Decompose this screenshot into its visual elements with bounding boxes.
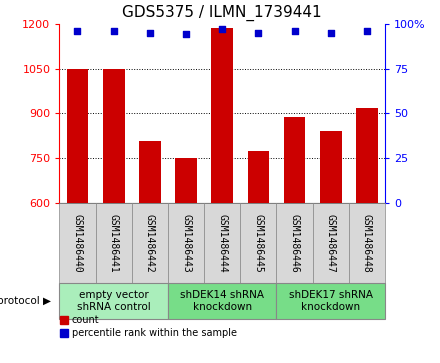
Text: GSM1486444: GSM1486444 bbox=[217, 214, 227, 273]
Bar bbox=[139, 141, 161, 203]
Point bbox=[219, 26, 226, 32]
Point bbox=[291, 28, 298, 34]
Title: GDS5375 / ILMN_1739441: GDS5375 / ILMN_1739441 bbox=[122, 5, 322, 21]
Bar bbox=[320, 131, 341, 203]
Text: GSM1486445: GSM1486445 bbox=[253, 214, 264, 273]
Text: GSM1486442: GSM1486442 bbox=[145, 214, 155, 273]
Text: shDEK14 shRNA
knockdown: shDEK14 shRNA knockdown bbox=[180, 290, 264, 312]
Bar bbox=[168, 283, 276, 319]
Bar bbox=[59, 203, 95, 283]
Text: GSM1486446: GSM1486446 bbox=[290, 214, 300, 273]
Bar bbox=[59, 283, 168, 319]
Point bbox=[327, 30, 334, 36]
Bar bbox=[103, 69, 125, 203]
Text: protocol ▶: protocol ▶ bbox=[0, 296, 51, 306]
Point bbox=[110, 28, 117, 34]
Point bbox=[363, 28, 370, 34]
Bar bbox=[240, 203, 276, 283]
Text: GSM1486448: GSM1486448 bbox=[362, 214, 372, 273]
Point bbox=[147, 30, 154, 36]
Bar bbox=[66, 69, 88, 203]
Point bbox=[255, 30, 262, 36]
Bar bbox=[132, 203, 168, 283]
Text: GSM1486441: GSM1486441 bbox=[109, 214, 119, 273]
Bar bbox=[211, 28, 233, 203]
Point bbox=[74, 28, 81, 34]
Bar bbox=[175, 158, 197, 203]
Text: shDEK17 shRNA
knockdown: shDEK17 shRNA knockdown bbox=[289, 290, 373, 312]
Bar bbox=[313, 203, 349, 283]
Text: GSM1486443: GSM1486443 bbox=[181, 214, 191, 273]
Text: empty vector
shRNA control: empty vector shRNA control bbox=[77, 290, 150, 312]
Bar bbox=[284, 117, 305, 203]
Bar bbox=[276, 283, 385, 319]
Bar bbox=[276, 203, 313, 283]
Bar bbox=[248, 151, 269, 203]
Point bbox=[183, 32, 190, 37]
Bar bbox=[349, 203, 385, 283]
Legend: count, percentile rank within the sample: count, percentile rank within the sample bbox=[60, 315, 237, 338]
Text: GSM1486447: GSM1486447 bbox=[326, 214, 336, 273]
Text: GSM1486440: GSM1486440 bbox=[73, 214, 82, 273]
Bar bbox=[168, 203, 204, 283]
Bar bbox=[95, 203, 132, 283]
Bar bbox=[204, 203, 240, 283]
Bar bbox=[356, 108, 378, 203]
